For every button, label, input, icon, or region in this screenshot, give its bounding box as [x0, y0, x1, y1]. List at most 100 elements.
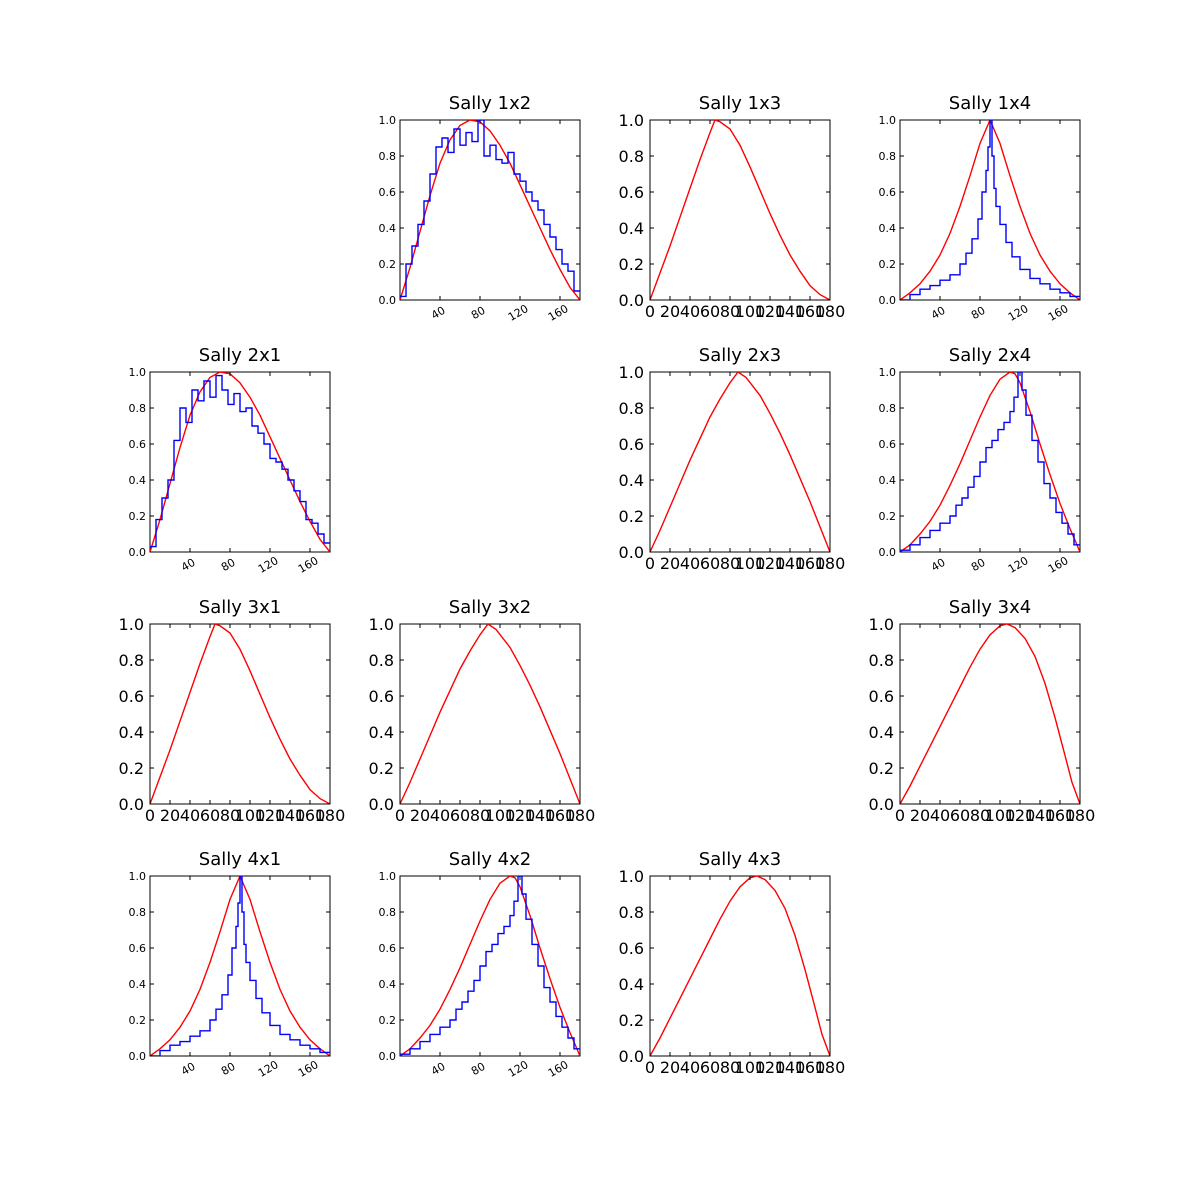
- y-tick-label: 0.8: [619, 399, 644, 418]
- y-tick-label: 0.8: [879, 150, 897, 163]
- y-tick-label: 0.4: [879, 474, 897, 487]
- x-tick-label: 160: [795, 1058, 826, 1077]
- x-tick-label: 160: [296, 554, 321, 576]
- subplot-title: Sally 1x4: [949, 93, 1031, 114]
- y-tick-label: 0.8: [869, 651, 894, 670]
- y-tick-label: 0.0: [879, 294, 897, 307]
- x-tick-label: 40: [179, 1060, 198, 1078]
- x-tick-label: 20: [660, 302, 680, 321]
- fit-curve-series: [400, 876, 580, 1056]
- y-tick-label: 0.4: [879, 222, 897, 235]
- x-tick-label: 40: [429, 304, 448, 322]
- y-tick-label: 0.2: [129, 510, 147, 523]
- fit-curve-series: [650, 120, 830, 300]
- x-tick-label: 40: [180, 806, 200, 825]
- y-tick-label: 0.6: [119, 687, 144, 706]
- x-tick-label: 100: [985, 806, 1016, 825]
- x-tick-label: 180: [1065, 806, 1096, 825]
- y-tick-label: 1.0: [379, 114, 397, 127]
- axes-frame: [399, 623, 581, 805]
- histogram-step-series: [400, 120, 580, 298]
- y-tick-label: 1.0: [619, 867, 644, 886]
- x-tick-label: 80: [969, 556, 988, 574]
- x-tick-label: 80: [219, 556, 238, 574]
- subplot-title: Sally 4x2: [449, 849, 531, 870]
- histogram-step-series: [900, 120, 1080, 300]
- y-tick-label: 0.4: [619, 471, 644, 490]
- x-tick-label: 20: [660, 554, 680, 573]
- x-tick-label: 120: [755, 554, 786, 573]
- x-tick-label: 180: [315, 806, 346, 825]
- x-tick-label: 20: [410, 806, 430, 825]
- x-tick-label: 80: [470, 806, 490, 825]
- x-tick-label: 180: [815, 302, 846, 321]
- fit-curve-series: [650, 372, 830, 552]
- x-tick-label: 0: [645, 1058, 655, 1077]
- x-tick-label: 80: [970, 806, 990, 825]
- x-tick-label: 40: [680, 554, 700, 573]
- x-tick-label: 40: [179, 556, 198, 574]
- x-tick-label: 100: [735, 554, 766, 573]
- x-tick-label: 40: [430, 806, 450, 825]
- x-tick-label: 120: [755, 1058, 786, 1077]
- y-tick-label: 0.2: [879, 510, 897, 523]
- subplot-title: Sally 2x4: [949, 345, 1031, 366]
- y-tick-label: 0.2: [619, 507, 644, 526]
- x-tick-label: 80: [469, 304, 488, 322]
- y-tick-label: 0.4: [869, 723, 894, 742]
- y-tick-label: 0.6: [879, 186, 897, 199]
- y-tick-label: 0.0: [119, 795, 144, 814]
- x-tick-label: 40: [930, 806, 950, 825]
- subplot-title: Sally 3x4: [949, 597, 1031, 618]
- fit-curve-series: [900, 372, 1080, 552]
- y-tick-label: 0.6: [879, 438, 897, 451]
- x-tick-label: 0: [395, 806, 405, 825]
- x-tick-label: 0: [145, 806, 155, 825]
- fit-curve-series: [650, 876, 830, 1056]
- subplot-title: Sally 2x1: [199, 345, 281, 366]
- y-tick-label: 0.4: [129, 978, 147, 991]
- y-tick-label: 1.0: [119, 615, 144, 634]
- y-tick-label: 1.0: [129, 870, 147, 883]
- x-tick-label: 20: [660, 1058, 680, 1077]
- histogram-step-series: [400, 876, 580, 1055]
- x-tick-label: 120: [755, 302, 786, 321]
- x-tick-label: 120: [256, 554, 281, 576]
- x-tick-label: 140: [775, 1058, 806, 1077]
- y-tick-label: 0.6: [619, 939, 644, 958]
- x-tick-label: 120: [1006, 554, 1031, 576]
- y-tick-label: 1.0: [129, 366, 147, 379]
- y-tick-label: 0.6: [619, 183, 644, 202]
- y-tick-label: 0.8: [369, 651, 394, 670]
- x-tick-label: 100: [235, 806, 266, 825]
- x-tick-label: 100: [735, 302, 766, 321]
- x-tick-label: 120: [1005, 806, 1036, 825]
- subplot-title: Sally 1x2: [449, 93, 531, 114]
- y-tick-label: 0.0: [879, 546, 897, 559]
- x-tick-label: 40: [680, 302, 700, 321]
- x-tick-label: 160: [546, 1058, 571, 1080]
- y-tick-label: 0.2: [119, 759, 144, 778]
- y-tick-label: 1.0: [619, 111, 644, 130]
- x-tick-label: 160: [545, 806, 576, 825]
- x-tick-label: 140: [775, 554, 806, 573]
- subplot-4x1: Sally 4x1 0.0 0.2 0.4 0.6 0.8 1.0 40 80 120 160: [129, 849, 331, 1080]
- y-tick-label: 0.2: [619, 255, 644, 274]
- x-tick-label: 80: [720, 302, 740, 321]
- y-tick-label: 0.0: [619, 1047, 644, 1066]
- y-tick-label: 1.0: [619, 363, 644, 382]
- axes-frame: [649, 875, 831, 1057]
- y-tick-label: 0.4: [379, 978, 397, 991]
- histogram-step-series: [150, 374, 330, 548]
- y-tick-label: 0.8: [129, 402, 147, 415]
- x-tick-label: 80: [969, 304, 988, 322]
- y-tick-label: 0.2: [879, 258, 897, 271]
- y-tick-label: 1.0: [379, 870, 397, 883]
- x-tick-label: 20: [160, 806, 180, 825]
- x-tick-label: 160: [1045, 806, 1076, 825]
- x-tick-label: 80: [720, 1058, 740, 1077]
- x-tick-label: 0: [645, 554, 655, 573]
- y-tick-label: 0.4: [379, 222, 397, 235]
